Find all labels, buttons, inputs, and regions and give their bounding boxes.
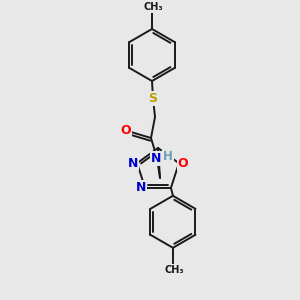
Text: O: O xyxy=(121,124,131,137)
Text: N: N xyxy=(136,181,146,194)
Text: CH₃: CH₃ xyxy=(143,2,163,12)
Text: H: H xyxy=(163,151,173,164)
Text: CH₃: CH₃ xyxy=(164,265,184,275)
Text: O: O xyxy=(178,157,188,170)
Text: N: N xyxy=(151,152,161,164)
Text: S: S xyxy=(148,92,158,104)
Text: N: N xyxy=(128,157,138,170)
